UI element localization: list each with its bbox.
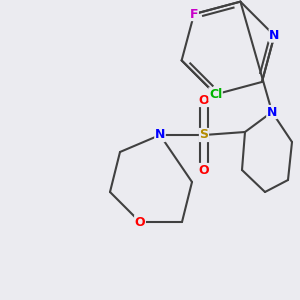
Text: S: S: [200, 128, 208, 142]
Text: O: O: [199, 164, 209, 176]
Text: F: F: [190, 8, 198, 21]
Text: O: O: [135, 215, 145, 229]
Text: N: N: [269, 29, 280, 42]
Text: O: O: [199, 94, 209, 106]
Text: N: N: [155, 128, 165, 142]
Text: N: N: [267, 106, 277, 118]
Text: Cl: Cl: [209, 88, 222, 101]
